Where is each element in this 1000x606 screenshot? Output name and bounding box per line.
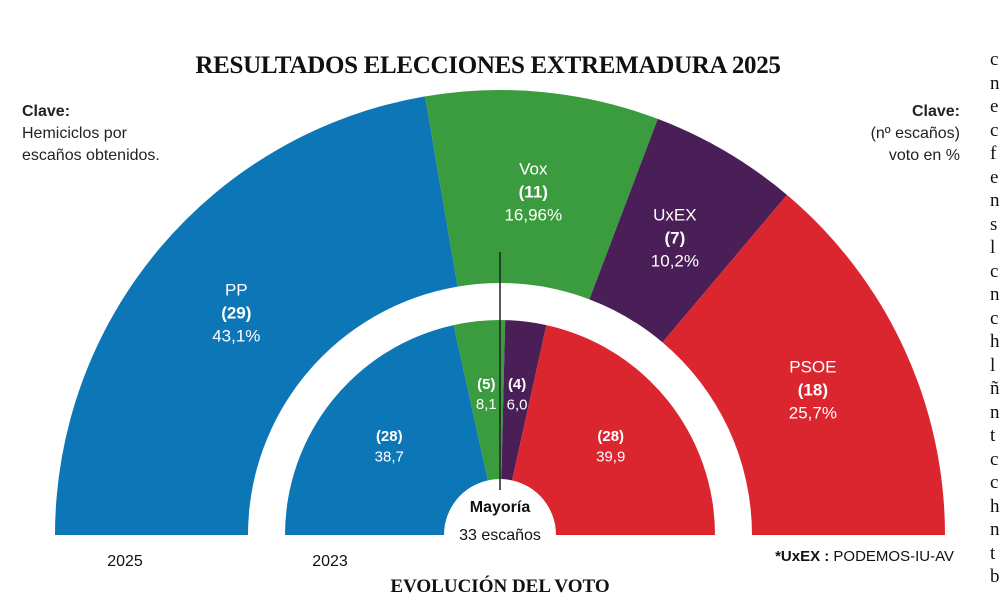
article-text-fragment: c	[990, 448, 999, 470]
article-text-fragment: n	[990, 190, 1000, 211]
segment-2023-pp	[285, 325, 488, 535]
label-2025-vox-vote: 16,96%	[504, 206, 562, 225]
article-text-fragment: h	[990, 331, 1000, 352]
article-text-fragment: n	[990, 401, 1000, 423]
label-2025-uxex-vote: 10,2%	[651, 252, 699, 271]
label-2023-vox-seats: (5)	[477, 376, 495, 393]
label-2023-uxex-seats: (4)	[508, 376, 526, 393]
article-text-fragment: ñ	[990, 378, 1000, 399]
key-left-heading: Clave:	[22, 103, 71, 120]
article-text-fragment: c	[990, 49, 999, 70]
footnote-label: *UxEX :	[775, 548, 830, 565]
segment-2023-psoe	[512, 325, 715, 535]
article-text-fragment: h	[990, 495, 1000, 517]
label-2025-pp-vote: 43,1%	[212, 326, 260, 345]
label-2025-vox-name: Vox	[519, 160, 548, 179]
year-label-2023: 2023	[312, 553, 348, 570]
segment-2023-vox	[453, 319, 506, 481]
key-left-line2: escaños obtenidos.	[22, 147, 160, 164]
chart-title: RESULTADOS ELECCIONES EXTREMADURA 2025	[195, 52, 781, 79]
article-text-fragment: n	[990, 284, 1000, 305]
segment-2025-vox	[425, 89, 658, 300]
article-text-fragment: t	[990, 542, 996, 564]
segment-2025-psoe	[662, 194, 945, 535]
label-2025-uxex-name: UxEX	[653, 206, 696, 225]
year-label-2025: 2025	[107, 553, 143, 570]
footnote: *UxEX : PODEMOS-IU-AV	[775, 548, 954, 565]
segment-2025-pp	[55, 96, 458, 535]
key-right: Clave: (nº escaños) voto en %	[871, 101, 960, 167]
article-text-fragment: n	[990, 519, 1000, 540]
article-text-fragment: c	[990, 119, 999, 141]
article-text-fragment: f	[990, 143, 997, 164]
footnote-text: PODEMOS-IU-AV	[833, 548, 954, 565]
label-2025-psoe-vote: 25,7%	[789, 404, 837, 423]
label-2023-vox-vote: 8,1	[476, 396, 497, 413]
key-left-line1: Hemiciclos por	[22, 125, 127, 142]
majority-seats: 33 escaños	[459, 527, 541, 544]
article-text-fragment: l	[990, 354, 996, 376]
segment-2023-uxex	[501, 320, 547, 481]
article-text-fragment: s	[990, 213, 998, 235]
article-text-fragment: t	[990, 425, 996, 446]
label-2025-psoe-name: PSOE	[789, 358, 836, 377]
article-text-fragment: c	[990, 307, 999, 329]
label-2023-psoe-seats: (28)	[597, 428, 624, 445]
label-2023-uxex-vote: 6,0	[507, 396, 528, 413]
article-text-fragment: c	[990, 472, 999, 493]
label-2025-pp-seats: (29)	[221, 303, 251, 322]
majority-label: Mayoría	[470, 499, 531, 516]
chart-subtitle: EVOLUCIÓN DEL VOTO	[390, 576, 610, 597]
label-2025-vox-seats: (11)	[519, 183, 548, 202]
key-left: Clave: Hemiciclos por escaños obtenidos.	[22, 101, 160, 167]
article-text-fragment: l	[990, 237, 996, 258]
segment-2025-uxex	[589, 118, 787, 343]
key-right-heading: Clave:	[911, 103, 960, 120]
key-right-line2: voto en %	[888, 147, 960, 164]
label-2023-pp-seats: (28)	[376, 428, 403, 445]
article-text-fragment: c	[990, 260, 999, 282]
article-text-fragment: e	[990, 96, 999, 117]
article-text-fragment: n	[990, 72, 1000, 94]
article-text-fragment: b	[990, 566, 1000, 587]
label-2025-uxex-seats: (7)	[665, 229, 686, 248]
label-2023-pp-vote: 38,7	[375, 448, 404, 465]
label-2023-psoe-vote: 39,9	[596, 448, 625, 465]
label-2025-pp-name: PP	[225, 281, 248, 300]
key-right-line1: (nº escaños)	[870, 125, 960, 142]
label-2025-psoe-seats: (18)	[798, 381, 828, 400]
article-text-fragment: e	[990, 166, 999, 188]
